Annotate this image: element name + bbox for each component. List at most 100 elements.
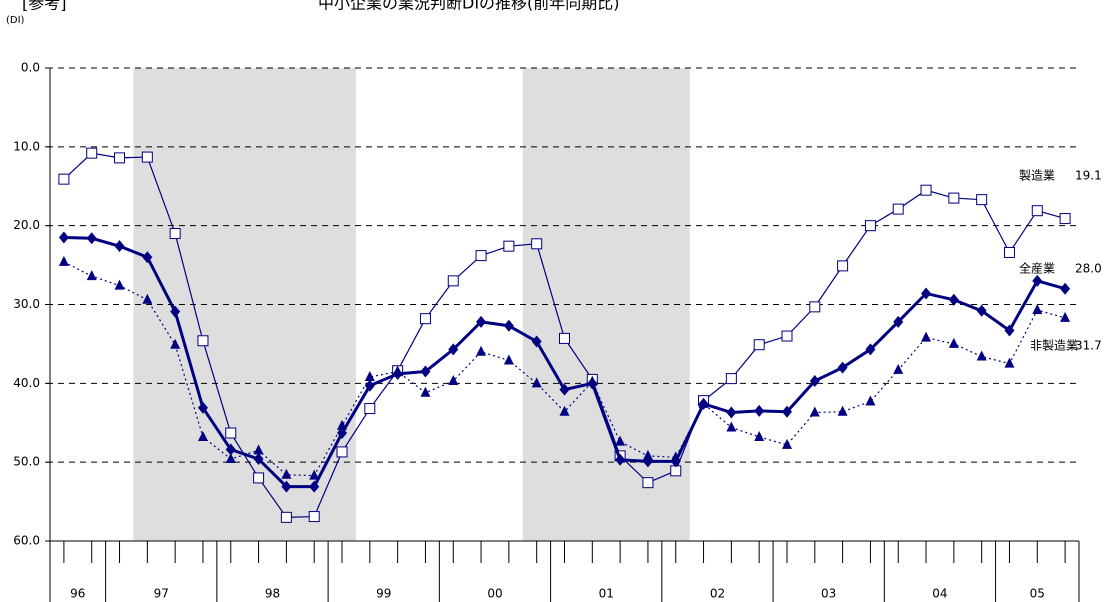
marker (615, 453, 626, 466)
x-tick-label: 99 (376, 587, 391, 601)
series-name: 製造業 (1019, 169, 1055, 183)
marker (170, 305, 181, 318)
marker (142, 293, 153, 304)
marker (476, 345, 487, 356)
marker (948, 293, 959, 306)
marker (809, 301, 821, 313)
marker (809, 374, 820, 387)
y-tick-label: 30.0 (13, 297, 40, 311)
marker (837, 405, 848, 416)
marker (726, 421, 737, 432)
x-tick-label: 03 (821, 587, 836, 601)
marker (893, 315, 904, 328)
marker (559, 383, 570, 396)
marker (921, 287, 932, 300)
x-tick-label: 05 (1030, 587, 1045, 601)
y-tick-label: 60.0 (13, 534, 40, 548)
marker (225, 443, 236, 456)
marker (448, 343, 459, 356)
marker (86, 232, 97, 245)
marker (531, 377, 542, 388)
marker (197, 430, 208, 441)
marker (253, 444, 264, 455)
marker (864, 220, 876, 232)
marker (754, 404, 765, 417)
marker (976, 194, 988, 206)
series-name: 全産業 (1019, 261, 1055, 276)
marker (392, 365, 403, 376)
marker (892, 203, 904, 215)
marker (698, 397, 709, 408)
marker (364, 379, 375, 392)
marker (309, 469, 320, 480)
marker (781, 405, 792, 418)
marker (948, 337, 959, 348)
marker (447, 275, 459, 287)
marker (337, 419, 348, 430)
marker (197, 401, 208, 414)
y-tick-label: 40.0 (13, 376, 40, 390)
marker (837, 361, 848, 374)
marker (865, 343, 876, 356)
x-tick-label: 02 (710, 587, 725, 601)
marker (114, 279, 125, 290)
marker (948, 192, 960, 204)
marker (169, 228, 181, 240)
marker (58, 173, 70, 185)
marker (893, 363, 904, 374)
marker (1004, 357, 1015, 368)
y-tick-label: 10.0 (13, 139, 40, 153)
marker (86, 270, 97, 281)
marker (503, 240, 515, 252)
marker (86, 147, 98, 159)
marker (559, 405, 570, 416)
marker (420, 365, 431, 378)
marker (448, 374, 459, 385)
marker (281, 480, 292, 493)
tag: [参考] (22, 0, 67, 13)
marker (781, 438, 792, 449)
y-tick-label: 0.0 (21, 61, 40, 75)
marker (725, 373, 737, 385)
end-value-label: 31.7 (1075, 339, 1102, 353)
marker (114, 240, 125, 253)
marker (920, 184, 932, 196)
marker (308, 511, 320, 523)
marker (531, 238, 543, 250)
marker (337, 426, 348, 439)
marker (419, 313, 431, 325)
marker (1032, 274, 1043, 287)
marker (253, 472, 265, 484)
marker (142, 251, 153, 264)
marker (587, 375, 598, 386)
marker (280, 511, 292, 523)
x-tick-label: 04 (932, 587, 947, 601)
marker (253, 453, 264, 466)
end-value-label: 28.0 (1075, 262, 1102, 276)
chart-title: 中小企業の業況判断DIの推移(前年同期比) (318, 0, 620, 13)
x-tick-label: 96 (70, 587, 85, 601)
marker (141, 151, 153, 163)
marker (837, 260, 849, 272)
marker (1032, 304, 1043, 315)
marker (475, 250, 487, 262)
marker (58, 255, 69, 266)
series-name: 非製造業 (1030, 339, 1078, 353)
marker (476, 315, 487, 328)
marker (1003, 246, 1015, 258)
marker (364, 403, 376, 415)
marker (225, 453, 236, 464)
marker (754, 430, 765, 441)
marker (753, 339, 765, 351)
y-tick-label: 20.0 (13, 218, 40, 232)
marker (615, 435, 626, 446)
marker (114, 152, 126, 164)
marker (225, 427, 237, 439)
marker (309, 480, 320, 493)
marker (642, 449, 653, 460)
marker (1031, 205, 1043, 217)
marker (336, 446, 348, 458)
marker (1059, 213, 1071, 225)
marker (531, 335, 542, 348)
x-tick-label: 97 (154, 587, 169, 601)
